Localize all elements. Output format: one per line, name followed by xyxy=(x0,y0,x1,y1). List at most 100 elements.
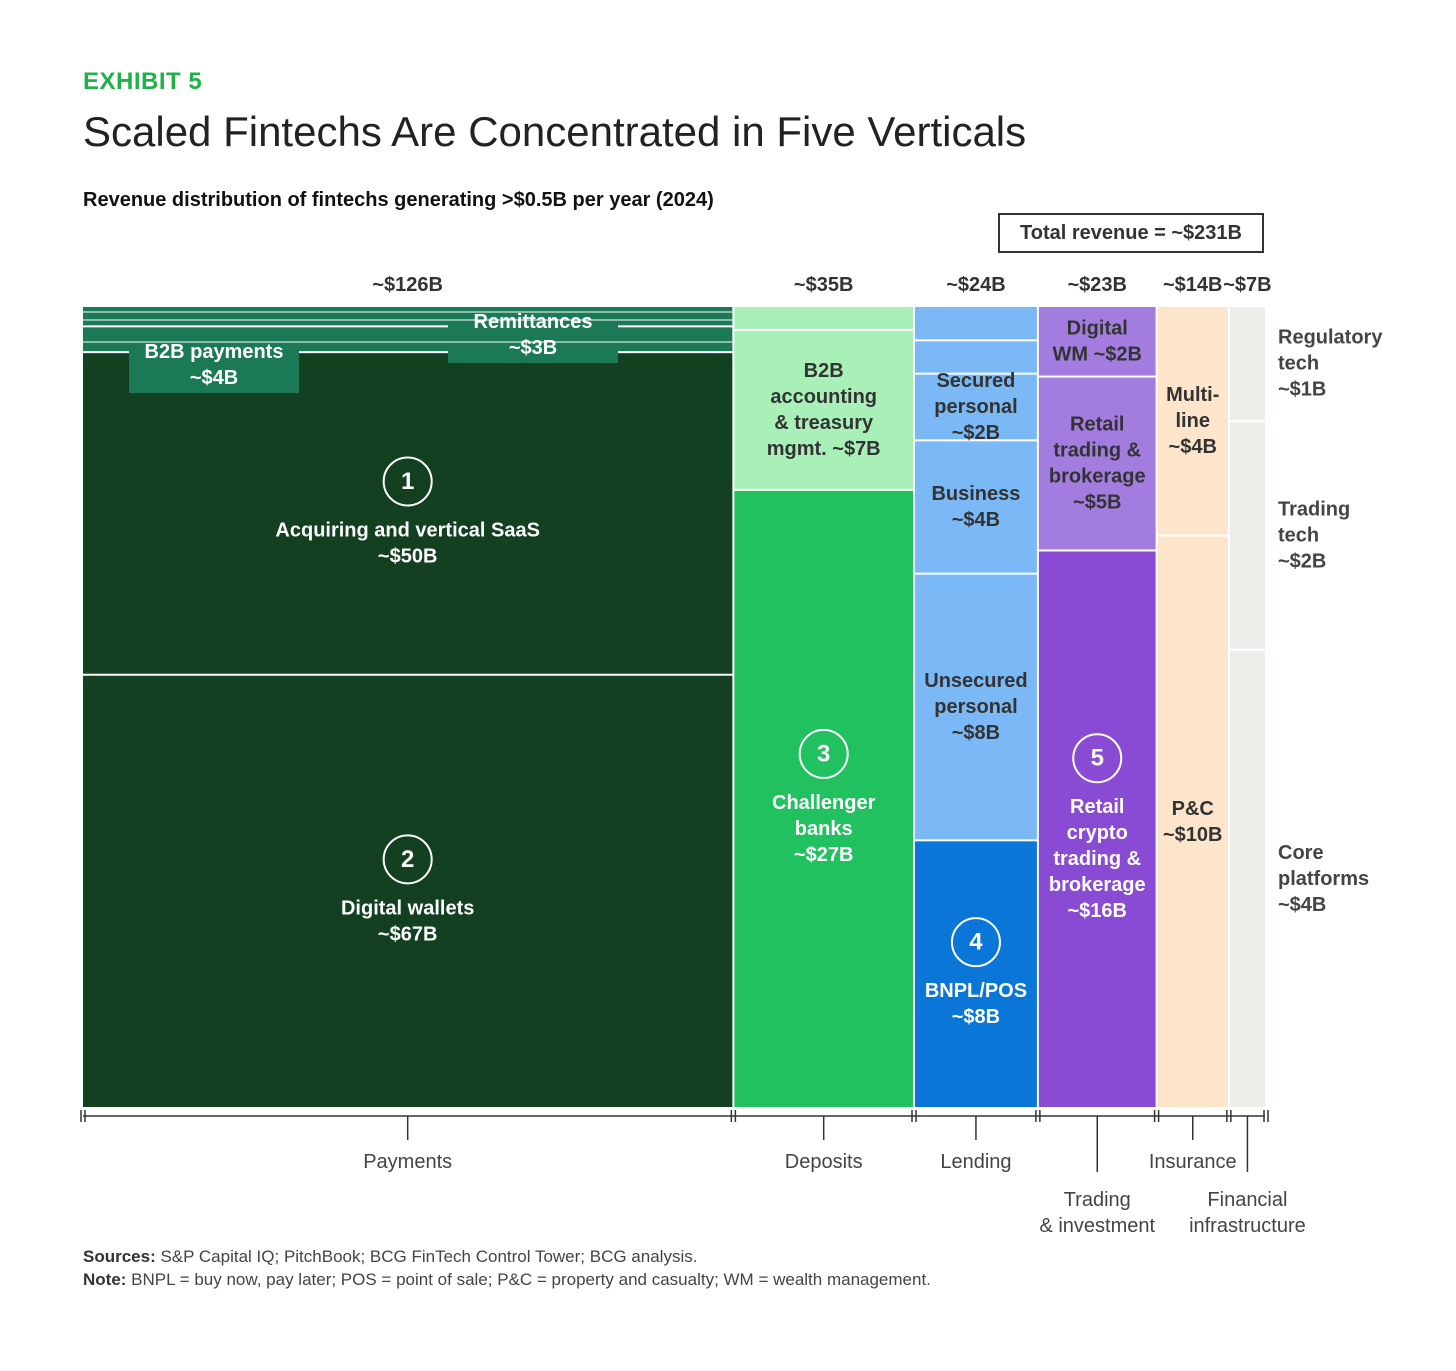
segment-retail-crypto-trading-brokerage-badge-number: 5 xyxy=(1091,745,1104,772)
label-p-c-line: ~$10B xyxy=(1163,824,1223,846)
category-label-trading-investment-line: Trading xyxy=(1064,1189,1131,1211)
segment-retail-crypto-trading-brokerage xyxy=(1038,551,1156,1107)
label-acquiring-and-vertical-saas-line: ~$50B xyxy=(378,545,438,567)
label-bnpl-pos-line: BNPL/POS xyxy=(925,980,1027,1002)
label-regulatory-tech-line: ~$1B xyxy=(1278,379,1326,401)
label-retail-crypto-trading-brokerage-line: trading & xyxy=(1053,848,1141,870)
segment-bnpl-pos xyxy=(915,841,1037,1107)
segment-core-platforms xyxy=(1229,650,1265,1107)
sources-label: Sources: xyxy=(83,1247,156,1266)
label-unsecured-personal-line: personal xyxy=(934,696,1017,718)
chart-title: Scaled Fintechs Are Concentrated in Five… xyxy=(83,108,1027,155)
label-retail-trading-brokerage-line: brokerage xyxy=(1049,466,1146,488)
label-digital-wm-line: WM ~$2B xyxy=(1053,343,1142,365)
label-core-platforms-line: platforms xyxy=(1278,868,1369,890)
segment-lending-1 xyxy=(915,341,1037,373)
segment-b2b-accounting-treasury-mgmt xyxy=(734,330,914,489)
category-label-financial-infrastructure-line: infrastructure xyxy=(1189,1215,1306,1237)
label-bnpl-pos-line: ~$8B xyxy=(952,1006,1000,1028)
label-secured-personal-line: Secured xyxy=(936,370,1015,392)
column-total-payments: ~$126B xyxy=(372,274,443,296)
label-trading-tech-line: ~$2B xyxy=(1278,551,1326,573)
label-b2b-accounting-treasury-mgmt-line: & treasury xyxy=(774,412,874,434)
label-remittances-line: ~$3B xyxy=(509,337,557,359)
label-b2b-accounting-treasury-mgmt-line: mgmt. ~$7B xyxy=(767,438,881,460)
segment-acquiring-and-vertical-saas-badge-number: 1 xyxy=(401,468,414,495)
label-secured-personal-line: personal xyxy=(934,396,1017,418)
label-retail-crypto-trading-brokerage-line: crypto xyxy=(1067,822,1128,844)
category-label-payments-line: Payments xyxy=(363,1151,452,1173)
category-label-deposits-line: Deposits xyxy=(785,1151,863,1173)
column-total-lending: ~$24B xyxy=(946,274,1006,296)
segment-digital-wallets xyxy=(83,675,733,1107)
segment-remittances xyxy=(83,307,733,326)
category-label-insurance-line: Insurance xyxy=(1149,1151,1237,1173)
label-b2b-payments-tab xyxy=(129,337,299,393)
label-challenger-banks-line: Challenger xyxy=(772,792,876,814)
label-business-line: ~$4B xyxy=(952,509,1000,531)
label-regulatory-tech-line: tech xyxy=(1278,353,1319,375)
label-retail-crypto-trading-brokerage-line: ~$16B xyxy=(1067,900,1127,922)
note-text: BNPL = buy now, pay later; POS = point o… xyxy=(126,1270,931,1289)
segment-trading-tech xyxy=(1229,422,1265,649)
label-multi-line-line: line xyxy=(1176,410,1210,432)
marimekko-chart: ~$126B ~$35B ~$24B ~$23B ~$14B ~$7B Remittance… xyxy=(80,274,1383,1237)
label-core-platforms-line: Core xyxy=(1278,842,1324,864)
label-regulatory-tech-line: Regulatory xyxy=(1278,327,1383,349)
label-b2b-accounting-treasury-mgmt-line: B2B xyxy=(804,360,844,382)
note-line: Note: BNPL = buy now, pay later; POS = p… xyxy=(83,1270,931,1290)
segment-unsecured-personal xyxy=(915,574,1037,840)
label-multi-line-line: Multi- xyxy=(1166,384,1219,406)
segment-digital-wallets-badge-number: 2 xyxy=(401,846,414,873)
label-retail-trading-brokerage-line: Retail xyxy=(1070,414,1124,436)
segment-secured-personal xyxy=(915,374,1037,440)
segment-retail-crypto-trading-brokerage-badge-circle xyxy=(1072,733,1123,784)
column-total-deposits: ~$35B xyxy=(794,274,854,296)
category-label-lending-line: Lending xyxy=(940,1151,1011,1173)
label-remittances-tab xyxy=(448,307,618,363)
segment-challenger-banks-badge-number: 3 xyxy=(817,740,830,767)
label-digital-wallets-line: Digital wallets xyxy=(341,897,474,919)
segment-multi-line xyxy=(1157,307,1228,535)
exhibit-label: EXHIBIT 5 xyxy=(83,68,203,95)
segment-deposits-0 xyxy=(734,307,914,329)
segment-digital-wm xyxy=(1038,307,1156,376)
segment-challenger-banks xyxy=(734,490,914,1107)
segment-digital-wallets-badge-circle xyxy=(382,834,433,885)
label-remittances-line: Remittances xyxy=(474,311,593,333)
segment-regulatory-tech xyxy=(1229,307,1265,421)
column-total-insurance: ~$14B xyxy=(1163,274,1223,296)
label-retail-trading-brokerage-line: ~$5B xyxy=(1073,492,1121,514)
label-unsecured-personal-line: Unsecured xyxy=(924,670,1027,692)
segment-acquiring-and-vertical-saas-badge-circle xyxy=(382,456,433,507)
sources-text: S&P Capital IQ; PitchBook; BCG FinTech C… xyxy=(155,1247,698,1266)
segment-bnpl-pos-badge-circle xyxy=(950,917,1001,968)
total-revenue-box: Total revenue = ~$231B xyxy=(998,213,1264,253)
segment-lending-0 xyxy=(915,307,1037,340)
label-secured-personal-line: ~$2B xyxy=(952,422,1000,444)
segment-bnpl-pos-badge-number: 4 xyxy=(969,929,983,956)
label-trading-tech-line: Trading xyxy=(1278,499,1350,521)
column-total-trading-investment: ~$23B xyxy=(1067,274,1127,296)
label-retail-crypto-trading-brokerage-line: brokerage xyxy=(1049,874,1146,896)
label-b2b-payments-line: ~$4B xyxy=(190,367,238,389)
label-challenger-banks-line: ~$27B xyxy=(794,844,854,866)
segment-business xyxy=(915,441,1037,573)
column-total-financial-infrastructure: ~$7B xyxy=(1223,274,1271,296)
label-p-c-line: P&C xyxy=(1172,798,1214,820)
label-core-platforms-line: ~$4B xyxy=(1278,894,1326,916)
label-trading-tech-line: tech xyxy=(1278,525,1319,547)
label-digital-wallets-line: ~$67B xyxy=(378,923,438,945)
category-label-financial-infrastructure-line: Financial xyxy=(1207,1189,1287,1211)
sources-line: Sources: S&P Capital IQ; PitchBook; BCG … xyxy=(83,1247,697,1267)
label-acquiring-and-vertical-saas-line: Acquiring and vertical SaaS xyxy=(275,519,540,541)
segment-p-c xyxy=(1157,536,1228,1107)
chart-subtitle: Revenue distribution of fintechs generat… xyxy=(83,189,714,211)
category-label-trading-investment-line: & investment xyxy=(1039,1215,1155,1237)
segment-acquiring-and-vertical-saas xyxy=(83,353,733,674)
segment-challenger-banks-badge-circle xyxy=(798,728,849,779)
note-label: Note: xyxy=(83,1270,127,1289)
label-retail-crypto-trading-brokerage-line: Retail xyxy=(1070,796,1124,818)
label-b2b-accounting-treasury-mgmt-line: accounting xyxy=(770,386,877,408)
label-b2b-payments-line: B2B payments xyxy=(145,341,284,363)
